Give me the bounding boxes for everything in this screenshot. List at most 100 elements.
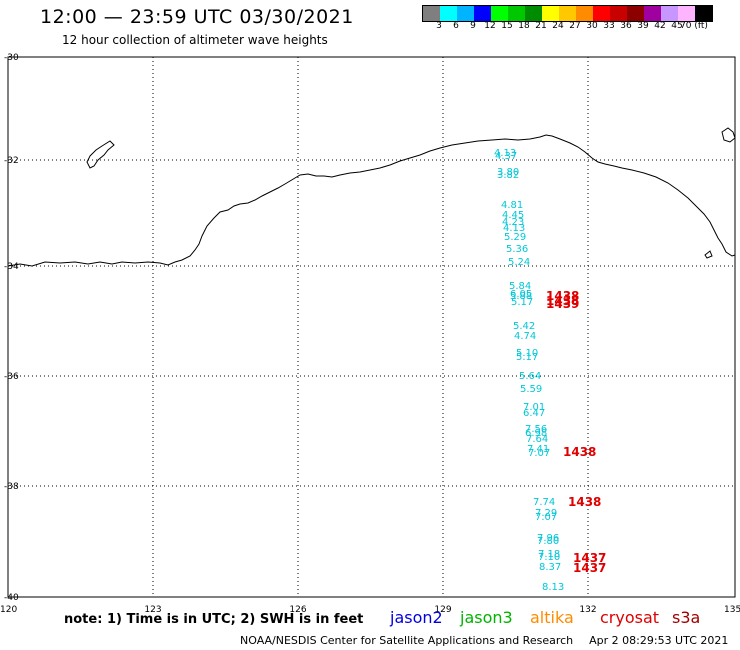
longitude-label: 129 — [434, 605, 451, 615]
footer-datetime: Apr 2 08:29:53 UTC 2021 — [589, 634, 729, 647]
wave-height-value: 7.56 — [525, 424, 547, 435]
wave-height-value: 5.36 — [506, 244, 528, 255]
colorbar-label: 18 — [518, 21, 530, 31]
map-frame — [7, 56, 736, 598]
wave-height-value: 7.80 — [537, 536, 559, 547]
longitude-label: 123 — [144, 605, 161, 615]
legend-jason2: jason2 — [390, 608, 443, 627]
wave-height-value: 7.74 — [533, 497, 555, 508]
wave-height-value: 7.29 — [535, 508, 557, 519]
legend-s3a: s3a — [672, 608, 701, 627]
colorbar-swatch — [440, 6, 457, 21]
wave-height-value: 7.96 — [537, 533, 559, 544]
australia-south-coastline — [7, 127, 736, 267]
wave-height-value: 6.47 — [523, 408, 545, 419]
wave-height-value: 4.13 — [503, 223, 525, 234]
colorbar-label: 9 — [470, 21, 476, 31]
wave-height-value: 4.74 — [514, 331, 536, 342]
wave-height-labels: 4.134.373.803.824.814.454.234.135.295.36… — [494, 148, 564, 593]
wave-height-value: 7.07 — [528, 448, 550, 459]
wave-height-value: 4.81 — [501, 200, 523, 211]
wave-height-value: 5.59 — [520, 384, 542, 395]
coast-fragment-south — [704, 250, 713, 259]
wave-height-value: 7.64 — [526, 434, 548, 445]
wave-height-value: 7.01 — [523, 402, 545, 413]
map-subtitle: 12 hour collection of altimeter wave hei… — [62, 33, 328, 47]
latitude-label: -36 — [4, 372, 19, 382]
wave-height-value: 6.05 — [510, 289, 532, 300]
colorbar-swatch — [593, 6, 610, 21]
latitude-labels: -30 -32 -34 -36 -38 -40 — [4, 53, 19, 603]
colorbar-swatch — [491, 6, 508, 21]
longitude-labels: 120 123 126 129 132 135 — [0, 605, 740, 615]
colorbar-swatch — [559, 6, 576, 21]
wave-height-value: 7.41 — [527, 444, 549, 455]
wave-height-value: 5.17 — [516, 352, 538, 363]
wave-height-value: 7.10 — [538, 552, 560, 563]
colorbar-swatch — [423, 6, 440, 21]
colorbar-label: 45 — [671, 21, 683, 31]
wave-height-value: 5.10 — [516, 348, 538, 359]
colorbar-label: 12 — [484, 21, 496, 31]
colorbar-swatch — [457, 6, 474, 21]
note-text: note: 1) Time is in UTC; 2) SWH is in fe… — [64, 612, 364, 627]
wave-height-value: 8.37 — [539, 562, 561, 573]
colorbar-label: 70 (ft) — [680, 21, 708, 31]
wave-height-value: 8.13 — [542, 582, 564, 593]
colorbar-swatch — [695, 6, 712, 21]
colorbar-label: 3 — [436, 21, 442, 31]
longitude-label: 132 — [579, 605, 596, 615]
wave-height-value: 4.13 — [494, 148, 516, 159]
wave-height-value: 3.80 — [497, 167, 519, 178]
latitude-label: -40 — [4, 593, 19, 603]
colorbar-swatch — [661, 6, 678, 21]
colorbar-label: 24 — [552, 21, 564, 31]
colorbar-swatch — [474, 6, 491, 21]
latitude-label: -38 — [4, 482, 19, 492]
wave-height-value: 7.07 — [535, 512, 557, 523]
colorbar-label: 39 — [637, 21, 649, 31]
colorbar-labels: 3 6 9 12 15 18 21 24 27 30 33 36 39 42 45 70 (ft) — [422, 21, 740, 33]
pass-time-label: 1438 — [568, 495, 601, 509]
wave-height-value: 5.64 — [519, 371, 541, 382]
colorbar-label: 27 — [569, 21, 581, 31]
colorbar-swatch — [542, 6, 559, 21]
footer-source: NOAA/NESDIS Center for Satellite Applica… — [240, 634, 574, 647]
wave-height-value: 5.88 — [510, 291, 532, 302]
latitude-label: -34 — [4, 262, 19, 272]
wave-height-value: 4.37 — [495, 151, 517, 162]
colorbar-swatch — [610, 6, 627, 21]
pass-time-label: 1437 — [573, 551, 606, 565]
wave-height-value: 4.23 — [502, 217, 524, 228]
latitude-label: -32 — [4, 156, 19, 166]
graticule — [8, 57, 735, 597]
colorbar-label: 21 — [535, 21, 547, 31]
wave-height-value: 5.29 — [504, 232, 526, 243]
map-title: 12:00 — 23:59 UTC 03/30/2021 — [40, 6, 354, 28]
colorbar-label: 42 — [654, 21, 666, 31]
colorbar-label: 33 — [603, 21, 615, 31]
pass-time-label: 1438 — [546, 289, 579, 303]
colorbar-label: 36 — [620, 21, 632, 31]
pass-time-label: 1438 — [563, 445, 596, 459]
kangaroo-island-outline — [86, 140, 115, 169]
colorbar-swatch — [525, 6, 542, 21]
wave-height-value: 5.24 — [508, 257, 530, 268]
wave-height-value: 5.84 — [509, 281, 531, 292]
colorbar-label: 6 — [453, 21, 459, 31]
wave-height-value: 7.18 — [538, 549, 560, 560]
longitude-label: 120 — [0, 605, 17, 615]
longitude-label: 126 — [289, 605, 306, 615]
colorbar-label: 30 — [586, 21, 598, 31]
pass-time-label: 1437 — [573, 561, 606, 575]
wave-height-value: 3.82 — [497, 170, 519, 181]
pass-time-label: 1439 — [546, 297, 579, 311]
wave-height-value: 6.98 — [525, 428, 547, 439]
colorbar-swatch — [627, 6, 644, 21]
longitude-label: 135 — [724, 605, 740, 615]
colorbar-swatch — [576, 6, 593, 21]
legend-altika: altika — [530, 608, 574, 627]
wave-height-colorbar — [422, 5, 713, 22]
colorbar-swatch — [678, 6, 695, 21]
